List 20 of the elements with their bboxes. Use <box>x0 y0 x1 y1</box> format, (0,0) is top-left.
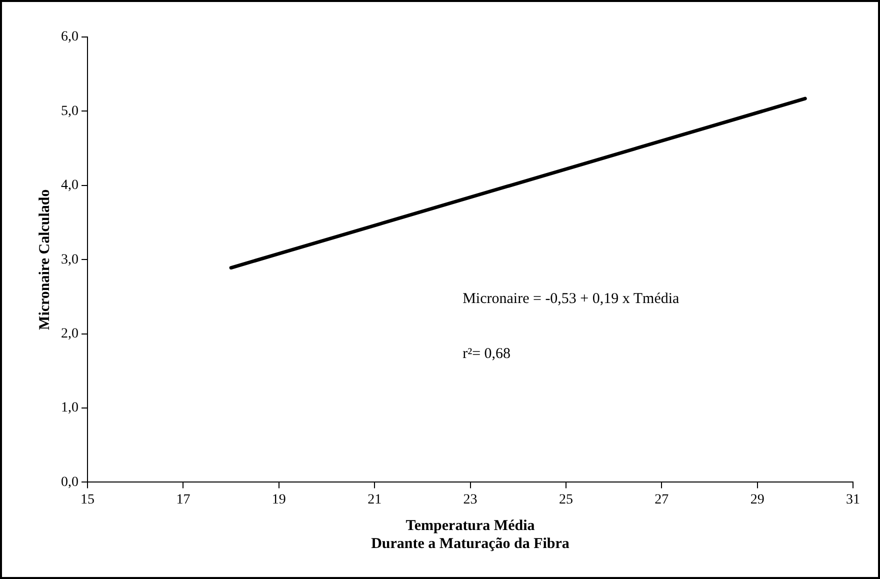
x-tick-label: 31 <box>846 492 860 508</box>
annotation: r²= 0,68 <box>462 346 511 363</box>
y-tick-label: 2,0 <box>61 326 78 342</box>
y-tick-label: 4,0 <box>61 178 78 194</box>
x-tick-label: 19 <box>272 492 286 508</box>
y-tick-label: 0,0 <box>61 474 78 490</box>
x-axis-title: Temperatura Média Durante a Maturação da Fibra <box>371 518 570 552</box>
x-tick-label: 15 <box>80 492 94 508</box>
y-axis-title: Micronaire Calculado <box>36 189 53 330</box>
x-tick-label: 29 <box>750 492 764 508</box>
x-tick-label: 25 <box>558 492 573 508</box>
x-tick-label: 17 <box>176 492 190 508</box>
y-tick-label: 1,0 <box>61 400 78 416</box>
y-tick-label: 6,0 <box>61 30 78 45</box>
x-tick-label: 23 <box>463 492 478 508</box>
annotation: Micronaire = -0,53 + 0,19 x Tmédia <box>462 290 680 308</box>
y-tick-label: 5,0 <box>61 104 78 119</box>
y-tick-label: 3,0 <box>61 252 78 268</box>
x-tick-label: 27 <box>654 492 669 508</box>
x-tick-label: 21 <box>368 492 382 508</box>
